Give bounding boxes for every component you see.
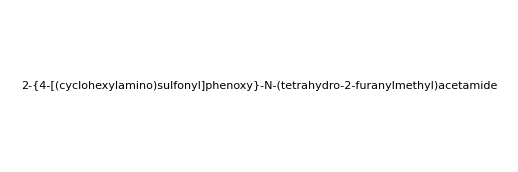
Text: 2-{4-[(cyclohexylamino)sulfonyl]phenoxy}-N-(tetrahydro-2-furanylmethyl)acetamide: 2-{4-[(cyclohexylamino)sulfonyl]phenoxy}… [21,81,497,91]
